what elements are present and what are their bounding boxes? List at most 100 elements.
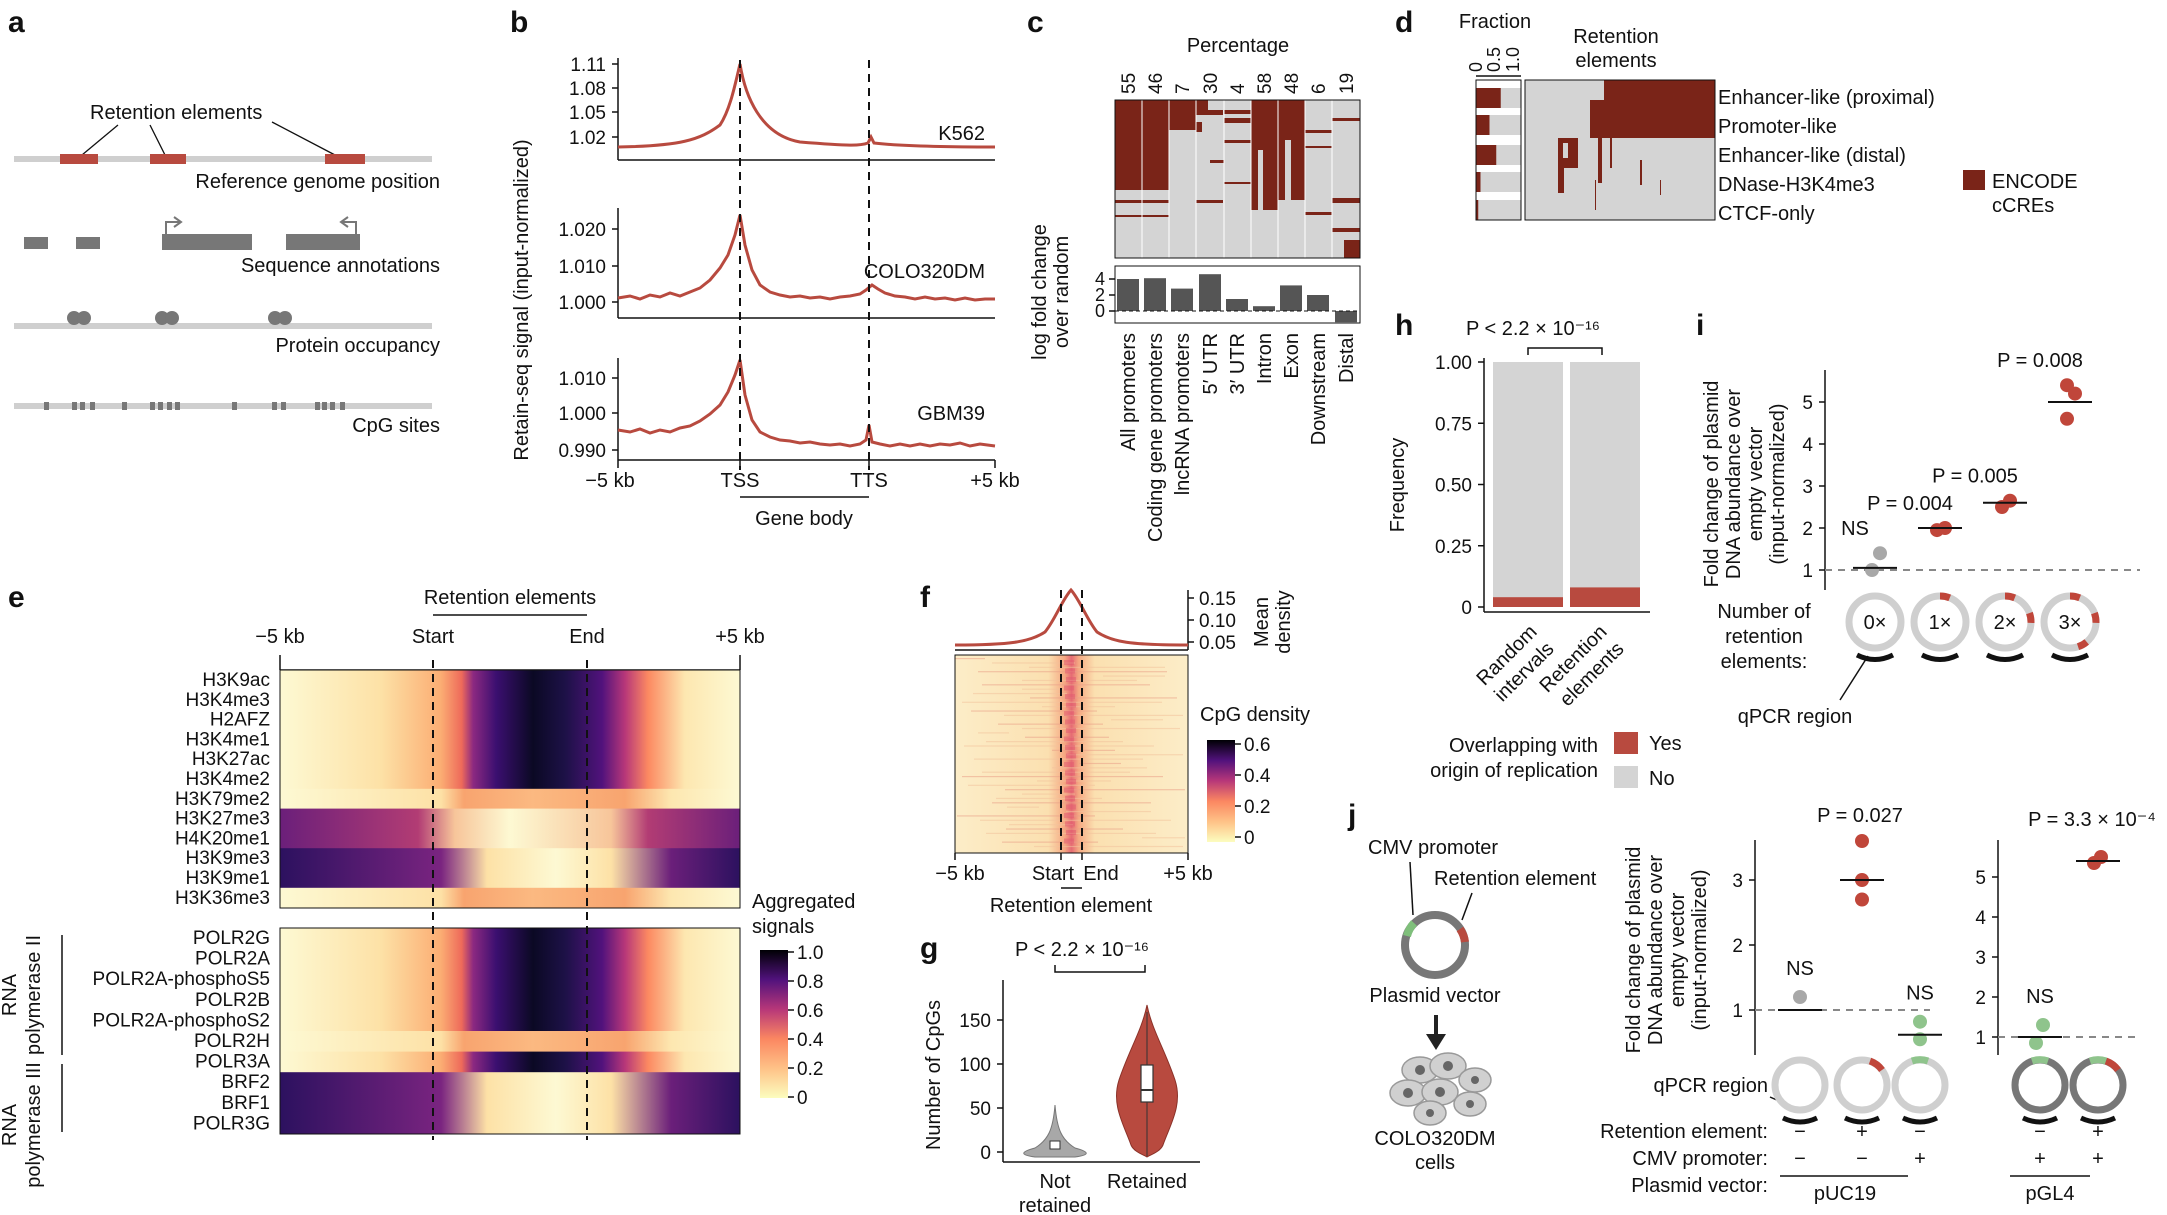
svg-text:1.05: 1.05 [569,103,606,124]
svg-text:Mean: Mean [1251,597,1273,647]
retention-sign: + [2092,1121,2104,1143]
panel-j-plasmids [1771,1056,2127,1125]
panel-i-point [2003,493,2017,508]
panel-b-ylabel: Retain-seq signal (input-normalized) [511,139,533,460]
svg-text:0.5: 0.5 [1484,47,1504,72]
pol3-group-label-2: polymerase III [23,1062,45,1188]
panel-h-pvalue: P < 2.2 × 10⁻¹⁶ [1466,318,1600,340]
svg-text:empty vector: empty vector [1667,892,1689,1007]
svg-text:1.010: 1.010 [558,369,606,390]
polymerase-label: POLR2A-phosphoS2 [93,1010,270,1031]
panel-b-xtick-2: TTS [850,470,888,492]
svg-text:(input-normalized): (input-normalized) [1767,403,1789,564]
panel-i: Fold change of plasmid DNA abundance ove… [1701,350,2140,728]
puc19-ytick: 2 [1732,936,1743,957]
ccre-row-label: Enhancer-like (proximal) [1718,87,1935,109]
category-label: Intron [1254,333,1276,384]
panel-e-label: e [8,581,25,614]
svg-text:0.990: 0.990 [558,441,606,462]
polymerase-heatmap-row [280,969,740,991]
pol2-group-label-2: polymerase II [23,935,45,1055]
retention-element-arc [1939,592,1952,602]
panel-g-ylabel: Number of CpGs [923,1000,945,1150]
svg-text:0.05: 0.05 [1199,633,1236,654]
svg-text:4: 4 [1095,269,1105,289]
svg-text:Fold change of plasmid: Fold change of plasmid [1623,847,1645,1054]
panel-c: Percentage 55 46 7 30 4 58 48 6 19 [1029,35,1361,542]
puc19-ytick: 3 [1732,871,1743,892]
histone-heatmap-row [280,749,740,770]
panel-c-label: c [1027,6,1044,39]
percentage-label: 46 [1146,73,1167,94]
pgl4-label: pGL4 [2026,1183,2075,1205]
svg-text:0.10: 0.10 [1199,611,1236,632]
histone-heatmap-row [280,887,740,909]
fraction-title: Fraction [1459,11,1531,33]
svg-text:150: 150 [959,1011,991,1032]
heatmap-c [1114,99,1361,259]
colo-yticks: 1.020 1.010 1.000 [558,220,618,314]
svg-text:1.02: 1.02 [569,128,606,149]
histone-label: H3K27ac [192,749,270,770]
fraction-bar-bg [1476,200,1521,220]
frequency-tick: 1.00 [1435,353,1472,374]
panel-i-ytick: 1 [1802,561,1813,582]
panel-i-point [1865,563,1879,577]
retention-title-2: elements [1575,50,1656,72]
protein-occupancy-label: Protein occupancy [275,335,440,357]
h-legend-title-2: origin of replication [1430,760,1598,782]
frequency-tick: 0.50 [1435,476,1472,497]
pgl4-ytick: 5 [1975,868,1986,889]
colorbar-tick: 1.0 [797,943,823,964]
svg-text:100: 100 [959,1055,991,1076]
puc19-stat: NS [1906,983,1934,1005]
histone-label: H3K9me1 [186,868,271,889]
retention-element-arc [2091,611,2100,624]
histone-heatmap [280,670,740,909]
not-retained-violin [1023,1104,1087,1158]
puc19-label: pUC19 [1814,1183,1876,1205]
svg-text:elements:: elements: [1721,651,1808,673]
pgl4-ytick: 2 [1975,988,1986,1009]
category-label: Distal [1336,333,1358,383]
polymerase-heatmap-row [280,928,740,949]
category-label: Downstream [1308,333,1330,445]
legend-no: No [1649,768,1675,790]
pgl4-ytick: 3 [1975,948,1986,969]
polymerase-label: POLR3A [195,1052,270,1073]
cmv-sign: + [2034,1148,2046,1170]
fraction-bar [1476,115,1490,135]
svg-text:0.15: 0.15 [1199,589,1236,610]
gbm-yticks: 1.010 1.000 0.990 [558,369,618,462]
polymerase-heatmap-row [280,1010,740,1032]
polymerase-label: POLR2G [193,928,270,949]
panel-b-xtick-1: TSS [721,470,760,492]
copy-number-label: 3× [2059,612,2082,634]
histone-heatmap-row [280,769,740,790]
svg-text:DNA abundance over: DNA abundance over [1645,855,1667,1045]
panel-j-qpcr-label: qPCR region [1653,1075,1768,1097]
svg-text:End: End [569,626,605,648]
panel-g-pvalue: P < 2.2 × 10⁻¹⁶ [1015,939,1149,961]
fraction-bar [1476,172,1481,192]
percentage-label: 48 [1282,73,1303,94]
svg-text:−5 kb: −5 kb [255,626,304,648]
panel-i-stat: P = 0.008 [1997,350,2083,372]
category-label: 5′ UTR [1200,333,1222,395]
svg-text:1.0: 1.0 [1503,47,1523,72]
panel-h-label: h [1395,309,1413,342]
cells-label-2: cells [1415,1152,1455,1174]
svg-text:Not: Not [1039,1171,1071,1193]
gene-body-label: Gene body [755,508,853,530]
puc19-point [1793,990,1807,1004]
polymerase-heatmap-row [280,1092,740,1114]
plasmid-circle [2011,1056,2069,1114]
panel-b-xtick-3: +5 kb [970,470,1019,492]
svg-text:+5 kb: +5 kb [1163,863,1212,885]
colo-signal-line [617,214,995,302]
panel-i-dots: NS P = 0.004 P = 0.005 P = 0.008 [1841,350,2092,577]
panel-b-label: b [510,6,528,39]
pgl4-stat: NS [2026,986,2054,1008]
histone-heatmap-row [280,670,740,691]
panel-d-label: d [1395,6,1413,39]
